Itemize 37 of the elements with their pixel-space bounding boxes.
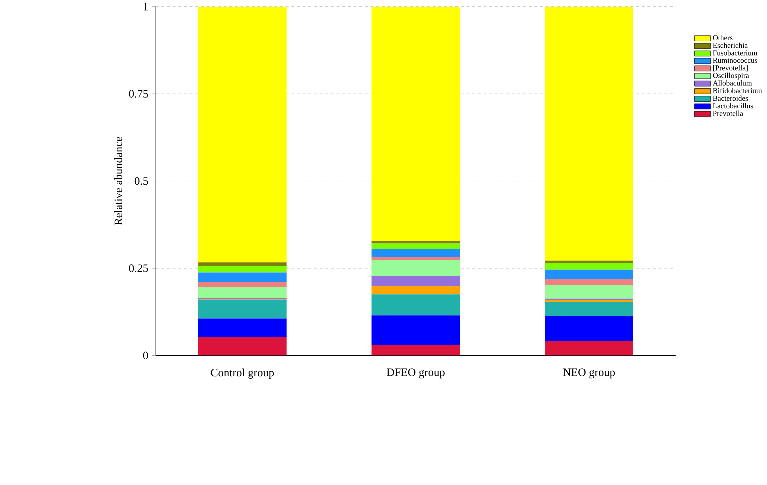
bar [545,285,634,299]
bar [198,266,287,273]
x-tick-label: Control group [211,368,274,380]
y-tick-label: 0.75 [129,90,148,98]
bar [545,342,634,356]
y-tick-label: 1 [144,3,148,11]
bar [545,270,634,280]
bar [198,337,287,356]
bar [372,294,460,316]
bar [372,345,460,356]
y-tick-label: 0.5 [134,178,148,186]
bar [545,6,634,261]
bar [372,276,460,286]
bar [545,316,634,342]
bar [198,6,287,263]
bar [372,244,460,250]
bar [198,300,287,319]
bar [545,260,634,264]
x-tick-label: DFEO group [386,368,445,379]
y-tick-label: 0 [143,352,148,360]
y-tick-label: 0.25 [129,264,148,272]
bar [198,282,287,288]
bar [545,302,634,316]
bar [545,263,634,270]
bar [198,287,287,299]
bar [372,257,460,261]
x-tick-label: NEO group [563,368,616,379]
bar [198,272,287,283]
bar [198,318,287,338]
bar [198,262,287,267]
bar [372,286,460,295]
y-axis-title: Relative abundance [114,137,122,226]
bar [372,316,460,346]
bar [372,6,460,242]
bar [372,249,460,258]
bar [372,260,460,277]
bar [545,279,634,286]
